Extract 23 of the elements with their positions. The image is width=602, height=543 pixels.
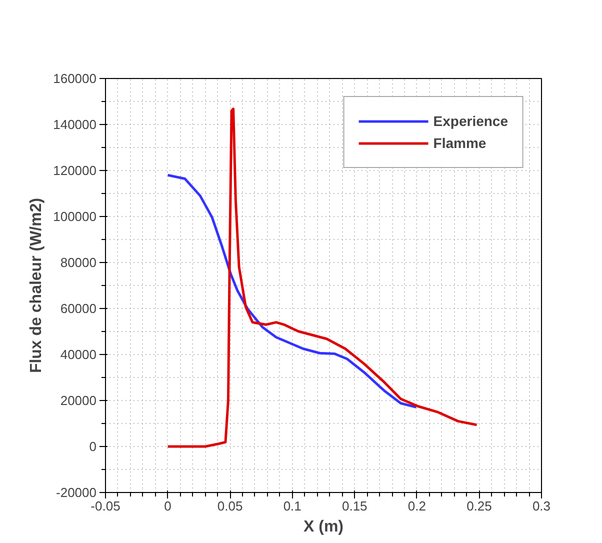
- y-tick-label: 60000: [60, 301, 97, 316]
- y-tick-label: 100000: [53, 209, 97, 224]
- y-tick-label: 20000: [60, 393, 97, 408]
- x-tick-label: 0.25: [466, 498, 492, 514]
- x-tick-label: 0.05: [217, 498, 243, 514]
- y-tick-label: 120000: [53, 163, 97, 178]
- y-tick-label: 40000: [60, 347, 97, 362]
- x-tick-label: 0: [164, 498, 172, 514]
- x-tick-label: 0.2: [408, 498, 426, 514]
- y-tick-label: 0: [89, 439, 97, 454]
- legend-label: Experience: [433, 113, 508, 129]
- x-tick-label: 0.15: [342, 498, 368, 514]
- x-tick-label: 0.3: [532, 498, 551, 514]
- y-tick-label: 160000: [53, 71, 97, 86]
- y-axis-title: Flux de chaleur (W/m2): [28, 198, 46, 374]
- x-tick-label: 0.1: [283, 498, 302, 514]
- x-axis-title: X (m): [304, 518, 344, 536]
- y-tick-label: 80000: [60, 255, 97, 270]
- x-tick-label: -0.05: [90, 498, 120, 514]
- legend-label: Flamme: [433, 135, 486, 151]
- y-tick-label: -20000: [56, 485, 97, 500]
- y-tick-label: 140000: [53, 117, 97, 132]
- line-series: [166, 174, 418, 408]
